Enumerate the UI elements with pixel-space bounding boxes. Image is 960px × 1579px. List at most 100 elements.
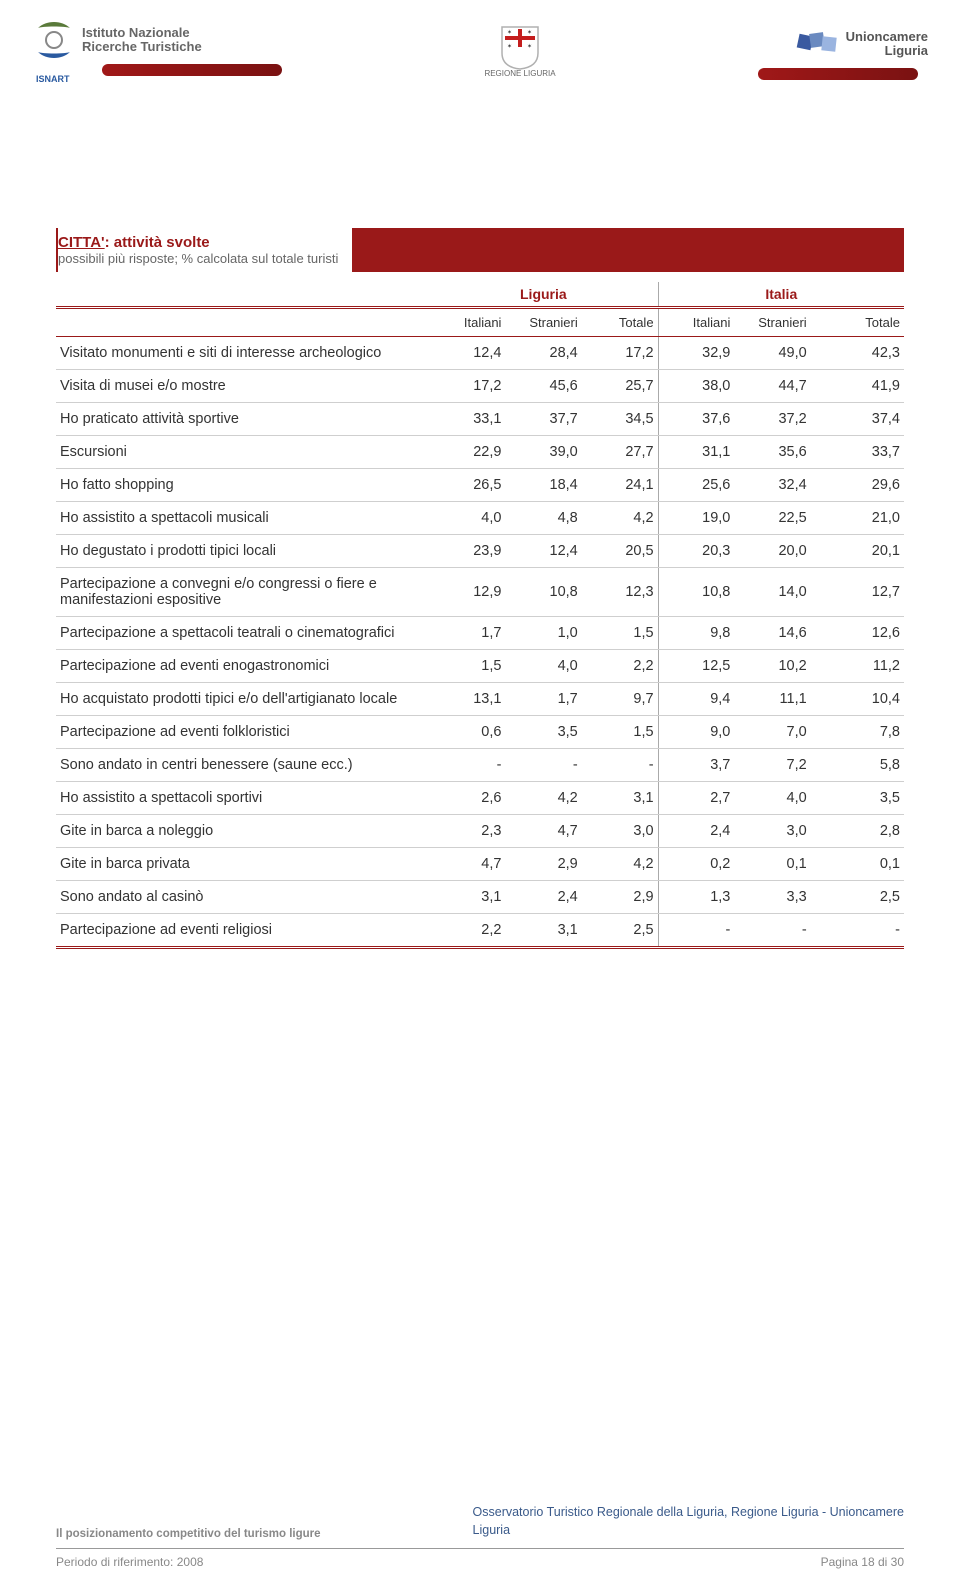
cell-value: 3,5 — [811, 782, 904, 815]
cell-value: 1,5 — [582, 716, 658, 749]
group-header-liguria: Liguria — [429, 282, 658, 308]
cell-value: 12,9 — [429, 568, 505, 617]
cell-value: 29,6 — [811, 469, 904, 502]
table-row: Partecipazione ad eventi religiosi2,23,1… — [56, 914, 904, 948]
cell-value: 9,4 — [658, 683, 734, 716]
cell-value: 7,0 — [734, 716, 810, 749]
unioncamere-brand-text: Unioncamere Liguria — [846, 30, 928, 59]
cell-value: 2,5 — [582, 914, 658, 948]
section-subtitle: possibili più risposte; % calcolata sul … — [58, 251, 338, 266]
cell-value: 2,9 — [505, 848, 581, 881]
cell-value: 10,2 — [734, 650, 810, 683]
svg-text:✶: ✶ — [507, 43, 512, 50]
cell-value: 7,2 — [734, 749, 810, 782]
cell-value: 0,6 — [429, 716, 505, 749]
header-center-group: ✶ ✶ ✶ ✶ REGIONE LIGURIA — [484, 25, 555, 78]
group-header-italia: Italia — [658, 282, 904, 308]
cell-value: 17,2 — [582, 337, 658, 370]
regione-liguria-shield-icon: ✶ ✶ ✶ ✶ — [498, 25, 542, 69]
cell-value: 12,3 — [582, 568, 658, 617]
cell-value: 17,2 — [429, 370, 505, 403]
cell-value: 21,0 — [811, 502, 904, 535]
right-swoosh-decor — [758, 68, 918, 80]
title-rest-part: : attività svolte — [105, 234, 210, 251]
cell-value: 12,6 — [811, 617, 904, 650]
section-title-bar: CITTA': attività svolte possibili più ri… — [56, 228, 904, 272]
footer-left-text: Il posizionamento competitivo del turism… — [56, 1528, 321, 1540]
cell-value: 9,0 — [658, 716, 734, 749]
col-header: Italiani — [429, 308, 505, 337]
row-label: Ho fatto shopping — [56, 469, 429, 502]
cell-value: 37,2 — [734, 403, 810, 436]
cell-value: 2,7 — [658, 782, 734, 815]
cell-value: 0,2 — [658, 848, 734, 881]
cell-value: 5,8 — [811, 749, 904, 782]
table-row: Visitato monumenti e siti di interesse a… — [56, 337, 904, 370]
row-label: Ho praticato attività sportive — [56, 403, 429, 436]
cell-value: 12,4 — [505, 535, 581, 568]
col-header: Totale — [582, 308, 658, 337]
cell-value: 20,0 — [734, 535, 810, 568]
svg-text:✶: ✶ — [527, 43, 532, 50]
cell-value: 2,4 — [505, 881, 581, 914]
cell-value: 2,6 — [429, 782, 505, 815]
section-title: CITTA': attività svolte — [58, 234, 338, 251]
footer-right-line2: Liguria — [473, 1523, 511, 1537]
cell-value: 10,8 — [658, 568, 734, 617]
cell-value: 4,2 — [505, 782, 581, 815]
footer-period: Periodo di riferimento: 2008 — [56, 1555, 203, 1569]
row-label: Partecipazione ad eventi religiosi — [56, 914, 429, 948]
cell-value: 9,7 — [582, 683, 658, 716]
row-label: Ho assistito a spettacoli sportivi — [56, 782, 429, 815]
cell-value: 0,1 — [811, 848, 904, 881]
table-row: Partecipazione a convegni e/o congressi … — [56, 568, 904, 617]
footer-right-line1: Osservatorio Turistico Regionale della L… — [473, 1505, 904, 1519]
cell-value: 45,6 — [505, 370, 581, 403]
brand-right-line-2: Liguria — [846, 44, 928, 58]
cell-value: 3,0 — [734, 815, 810, 848]
col-header: Stranieri — [734, 308, 810, 337]
cell-value: 13,1 — [429, 683, 505, 716]
col-header: Stranieri — [505, 308, 581, 337]
page-footer: Il posizionamento competitivo del turism… — [0, 1503, 960, 1579]
table-row: Ho degustato i prodotti tipici locali23,… — [56, 535, 904, 568]
isnart-badge-text: ISNART — [36, 74, 282, 84]
row-label: Gite in barca a noleggio — [56, 815, 429, 848]
cell-value: 12,7 — [811, 568, 904, 617]
cell-value: 2,5 — [811, 881, 904, 914]
cell-value: 20,3 — [658, 535, 734, 568]
cell-value: 3,1 — [505, 914, 581, 948]
cell-value: - — [811, 914, 904, 948]
cell-value: 4,7 — [429, 848, 505, 881]
table-group-header-row: Liguria Italia — [56, 282, 904, 308]
cell-value: 1,0 — [505, 617, 581, 650]
isnart-brand-text: Istituto Nazionale Ricerche Turistiche — [82, 26, 202, 55]
cell-value: 18,4 — [505, 469, 581, 502]
regione-liguria-caption: REGIONE LIGURIA — [484, 69, 555, 78]
table-row: Ho praticato attività sportive33,137,734… — [56, 403, 904, 436]
cell-value: 3,1 — [582, 782, 658, 815]
cell-value: 1,7 — [505, 683, 581, 716]
table-body: Visitato monumenti e siti di interesse a… — [56, 337, 904, 948]
svg-text:✶: ✶ — [507, 29, 512, 36]
cell-value: 10,8 — [505, 568, 581, 617]
table-row: Partecipazione ad eventi enogastronomici… — [56, 650, 904, 683]
cell-value: 38,0 — [658, 370, 734, 403]
cell-value: 28,4 — [505, 337, 581, 370]
cell-value: 4,2 — [582, 502, 658, 535]
cell-value: 4,0 — [734, 782, 810, 815]
row-label: Escursioni — [56, 436, 429, 469]
cell-value: 25,7 — [582, 370, 658, 403]
row-label: Visita di musei e/o mostre — [56, 370, 429, 403]
row-label: Sono andato al casinò — [56, 881, 429, 914]
cell-value: 22,5 — [734, 502, 810, 535]
cell-value: 12,5 — [658, 650, 734, 683]
cell-value: 24,1 — [582, 469, 658, 502]
cell-value: 1,5 — [429, 650, 505, 683]
title-underlined-part: CITTA' — [58, 234, 105, 251]
cell-value: 4,0 — [429, 502, 505, 535]
cell-value: - — [429, 749, 505, 782]
cell-value: 2,8 — [811, 815, 904, 848]
row-label: Gite in barca privata — [56, 848, 429, 881]
table-column-header-row: Italiani Stranieri Totale Italiani Stran… — [56, 308, 904, 337]
